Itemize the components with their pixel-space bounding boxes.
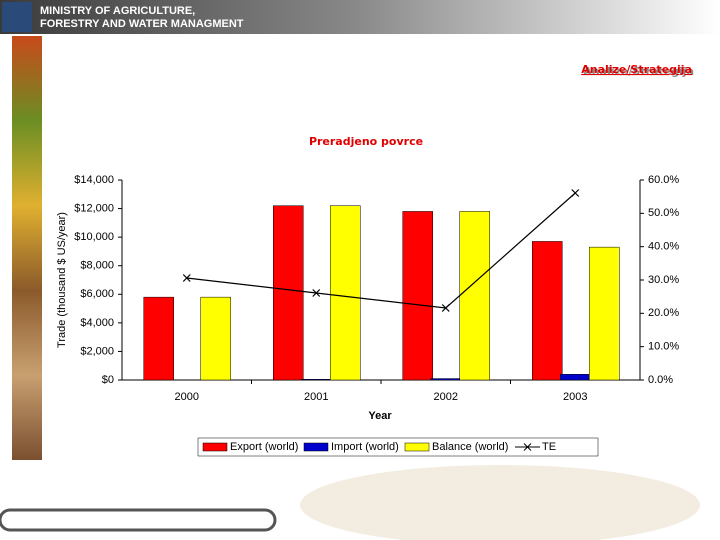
y2-tick-label: 10.0% xyxy=(648,341,679,353)
header-bar xyxy=(0,0,720,34)
x-tick-label: 2002 xyxy=(434,391,458,403)
legend-marker xyxy=(523,443,532,451)
bar xyxy=(143,296,174,381)
footer-image xyxy=(300,465,700,540)
marker xyxy=(312,289,321,297)
logo xyxy=(2,2,32,32)
bar xyxy=(273,205,304,381)
chart-title: Preradjeno povrce xyxy=(309,135,423,148)
header-line: FORESTRY AND WATER MANAGMENT xyxy=(40,18,244,30)
y2-tick-label: 30.0% xyxy=(648,274,679,286)
x-tick-label: 2003 xyxy=(563,391,587,403)
y-tick-label: $10,000 xyxy=(74,231,114,243)
bar xyxy=(301,379,332,381)
slide-title-shadow: Analize/Strategija xyxy=(583,65,694,78)
y-axis-label: Trade (thousand $ US/year) xyxy=(56,212,68,348)
legend-label: Export (world) xyxy=(230,441,298,453)
y2-tick-label: 20.0% xyxy=(648,307,679,319)
bar xyxy=(532,241,563,381)
marker xyxy=(182,274,191,282)
y2-tick-label: 60.0% xyxy=(648,174,679,186)
legend-label: Balance (world) xyxy=(432,441,508,453)
marker xyxy=(441,304,450,312)
y-tick-label: $4,000 xyxy=(80,317,114,329)
x-axis-label: Year xyxy=(368,410,392,422)
y-tick-label: $14,000 xyxy=(74,174,114,186)
marker xyxy=(571,189,580,197)
y-tick-label: $12,000 xyxy=(74,202,114,214)
legend-swatch xyxy=(303,442,329,452)
legend-label: Import (world) xyxy=(331,441,399,453)
legend xyxy=(197,437,599,457)
legend-label: TE xyxy=(542,441,556,453)
slide-title: Analize/Strategija xyxy=(581,63,692,76)
y-tick-label: $0 xyxy=(102,374,114,386)
bar xyxy=(200,296,231,381)
bar xyxy=(560,374,591,381)
bar xyxy=(402,211,433,381)
y-tick-label: $2,000 xyxy=(80,345,114,357)
line xyxy=(186,192,576,309)
footer-bar xyxy=(0,508,277,532)
side-strip xyxy=(12,36,42,460)
x-tick-label: 2000 xyxy=(175,391,199,403)
x-tick-label: 2001 xyxy=(304,391,328,403)
y2-tick-label: 40.0% xyxy=(648,241,679,253)
bar xyxy=(330,205,361,381)
legend-swatch xyxy=(202,442,228,452)
legend-swatch xyxy=(404,442,430,452)
bar xyxy=(589,246,620,381)
y2-tick-label: 50.0% xyxy=(648,207,679,219)
y-tick-label: $8,000 xyxy=(80,260,114,272)
header-line: MINISTRY OF AGRICULTURE, xyxy=(40,5,195,17)
bar xyxy=(430,378,461,381)
y2-tick-label: 0.0% xyxy=(648,374,673,386)
bar xyxy=(459,211,490,381)
y-tick-label: $6,000 xyxy=(80,288,114,300)
